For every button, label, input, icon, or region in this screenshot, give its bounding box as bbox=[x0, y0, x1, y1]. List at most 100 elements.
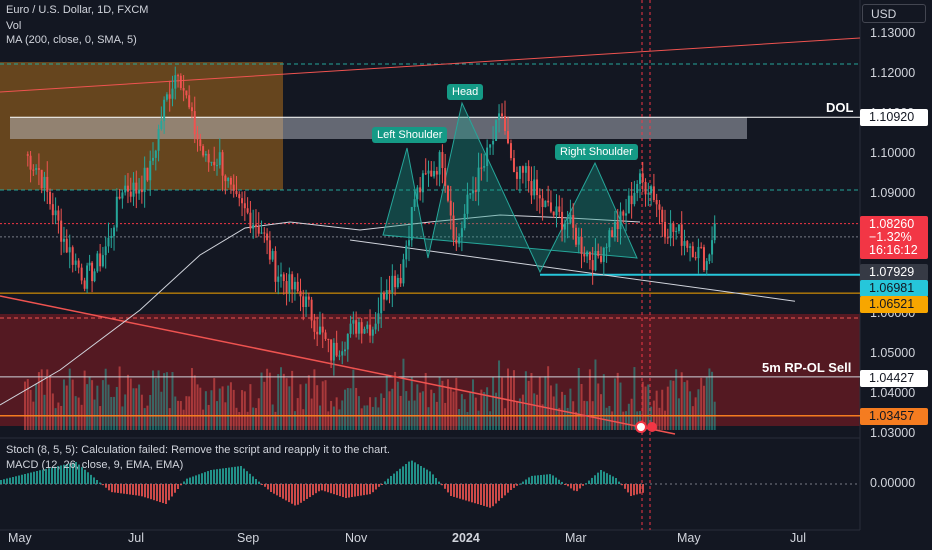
candle-body bbox=[689, 246, 692, 248]
vol-indicator-label[interactable]: Vol bbox=[6, 20, 22, 32]
candle-body bbox=[552, 211, 555, 216]
ma-indicator-label[interactable]: MA (200, close, 0, SMA, 5) bbox=[6, 34, 137, 46]
candle-body bbox=[268, 240, 271, 260]
candle-body bbox=[377, 313, 380, 324]
volume-bar bbox=[185, 396, 188, 430]
candle-body bbox=[152, 157, 155, 161]
macd-bar bbox=[429, 471, 431, 484]
candle-body bbox=[506, 131, 509, 144]
macd-bar bbox=[627, 484, 629, 493]
volume-bar bbox=[472, 379, 475, 430]
currency-button[interactable]: USD bbox=[862, 4, 926, 23]
volume-bar bbox=[580, 383, 583, 430]
volume-bar bbox=[441, 380, 444, 430]
volume-bar bbox=[29, 389, 32, 430]
volume-bar bbox=[672, 380, 675, 430]
volume-bar bbox=[182, 409, 185, 430]
macd-bar bbox=[171, 484, 173, 497]
macd-bar bbox=[138, 484, 140, 496]
candle-body bbox=[366, 324, 369, 329]
candle-body bbox=[489, 144, 492, 148]
macd-bar bbox=[324, 484, 326, 492]
volume-bar bbox=[107, 384, 110, 430]
macd-bar bbox=[195, 475, 197, 484]
candle-body bbox=[263, 232, 266, 234]
volume-bar bbox=[492, 376, 495, 430]
candle-body bbox=[107, 237, 110, 247]
macd-bar bbox=[432, 474, 434, 484]
volume-bar bbox=[421, 391, 424, 430]
candle-body bbox=[588, 251, 591, 261]
macd-bar bbox=[72, 462, 74, 484]
macd-bar bbox=[435, 478, 437, 484]
candle-body bbox=[349, 323, 352, 334]
macd-bar bbox=[0, 480, 2, 484]
volume-bar bbox=[74, 396, 77, 430]
macd-bar bbox=[411, 460, 413, 484]
volume-bar bbox=[80, 404, 83, 430]
candle-body bbox=[469, 193, 472, 195]
candle-body bbox=[427, 170, 430, 174]
volume-bar bbox=[138, 384, 141, 430]
macd-bar bbox=[12, 477, 14, 484]
candle-body bbox=[277, 276, 280, 282]
volume-bar bbox=[489, 411, 492, 430]
volume-bar bbox=[307, 375, 310, 430]
macd-bar bbox=[327, 484, 329, 493]
candle-body bbox=[199, 139, 202, 147]
candle-body bbox=[441, 152, 444, 169]
macd-bar bbox=[558, 479, 560, 484]
candle-body bbox=[611, 230, 614, 238]
macd-bar bbox=[15, 476, 17, 484]
macd-bar bbox=[426, 469, 428, 484]
volume-bar bbox=[495, 392, 498, 430]
volume-bar bbox=[498, 360, 501, 430]
candle-body bbox=[229, 178, 232, 185]
candle-body bbox=[697, 246, 700, 259]
macd-bar bbox=[255, 479, 257, 484]
stoch-indicator-label[interactable]: Stoch (8, 5, 5): Calculation failed: Rem… bbox=[6, 444, 390, 456]
macd-bar bbox=[492, 484, 494, 507]
candle-body bbox=[149, 160, 152, 181]
volume-bar bbox=[43, 394, 46, 430]
candle-body bbox=[369, 324, 372, 336]
volume-bar bbox=[363, 405, 366, 430]
volume-bar bbox=[360, 408, 363, 430]
macd-bar bbox=[480, 484, 482, 505]
macd-bar bbox=[270, 484, 272, 492]
macd-bar bbox=[489, 484, 491, 508]
candle-body bbox=[190, 107, 193, 112]
macd-bar bbox=[177, 484, 179, 489]
macd-indicator-label[interactable]: MACD (12, 26, close, 9, EMA, EMA) bbox=[6, 459, 184, 471]
macd-bar bbox=[201, 473, 203, 484]
head-label: Head bbox=[447, 84, 484, 100]
macd-bar bbox=[321, 484, 323, 491]
volume-bar bbox=[600, 394, 603, 430]
candle-body bbox=[60, 220, 63, 242]
volume-bar bbox=[62, 379, 65, 430]
macd-bar bbox=[528, 477, 530, 484]
volume-bar bbox=[366, 405, 369, 430]
macd-bar bbox=[180, 484, 182, 486]
candle-body bbox=[307, 296, 310, 300]
symbol-title[interactable]: Euro / U.S. Dollar, 1D, FXCM bbox=[6, 4, 149, 16]
macd-bar bbox=[543, 474, 545, 484]
candle-body bbox=[165, 94, 168, 100]
candle-body bbox=[622, 211, 625, 216]
volume-bar bbox=[65, 385, 68, 430]
volume-bar bbox=[126, 374, 129, 430]
macd-bar bbox=[588, 480, 590, 484]
macd-bar bbox=[318, 484, 320, 492]
volume-bar bbox=[54, 408, 57, 430]
volume-bar bbox=[597, 383, 600, 430]
volume-bar bbox=[282, 373, 285, 430]
candle-body bbox=[700, 246, 703, 248]
time-label: Nov bbox=[345, 531, 368, 545]
macd-bar bbox=[174, 484, 176, 493]
macd-bar bbox=[168, 484, 170, 501]
macd-bar bbox=[561, 481, 563, 484]
candle-body bbox=[371, 329, 374, 336]
macd-bar bbox=[591, 477, 593, 484]
